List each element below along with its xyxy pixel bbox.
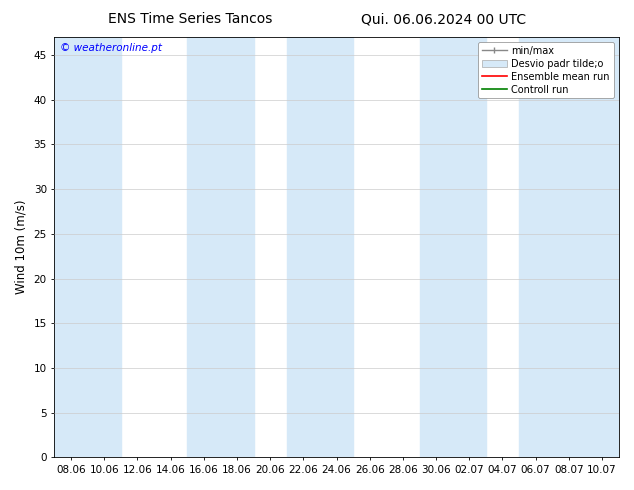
Text: Qui. 06.06.2024 00 UTC: Qui. 06.06.2024 00 UTC (361, 12, 526, 26)
Legend: min/max, Desvio padr tilde;o, Ensemble mean run, Controll run: min/max, Desvio padr tilde;o, Ensemble m… (478, 42, 614, 98)
Text: ENS Time Series Tancos: ENS Time Series Tancos (108, 12, 273, 26)
Bar (519, 37, 619, 457)
Bar (287, 37, 353, 457)
Bar (420, 37, 486, 457)
Text: © weatheronline.pt: © weatheronline.pt (60, 43, 162, 53)
Bar (55, 37, 121, 457)
Y-axis label: Wind 10m (m/s): Wind 10m (m/s) (15, 200, 28, 294)
Bar (187, 37, 254, 457)
